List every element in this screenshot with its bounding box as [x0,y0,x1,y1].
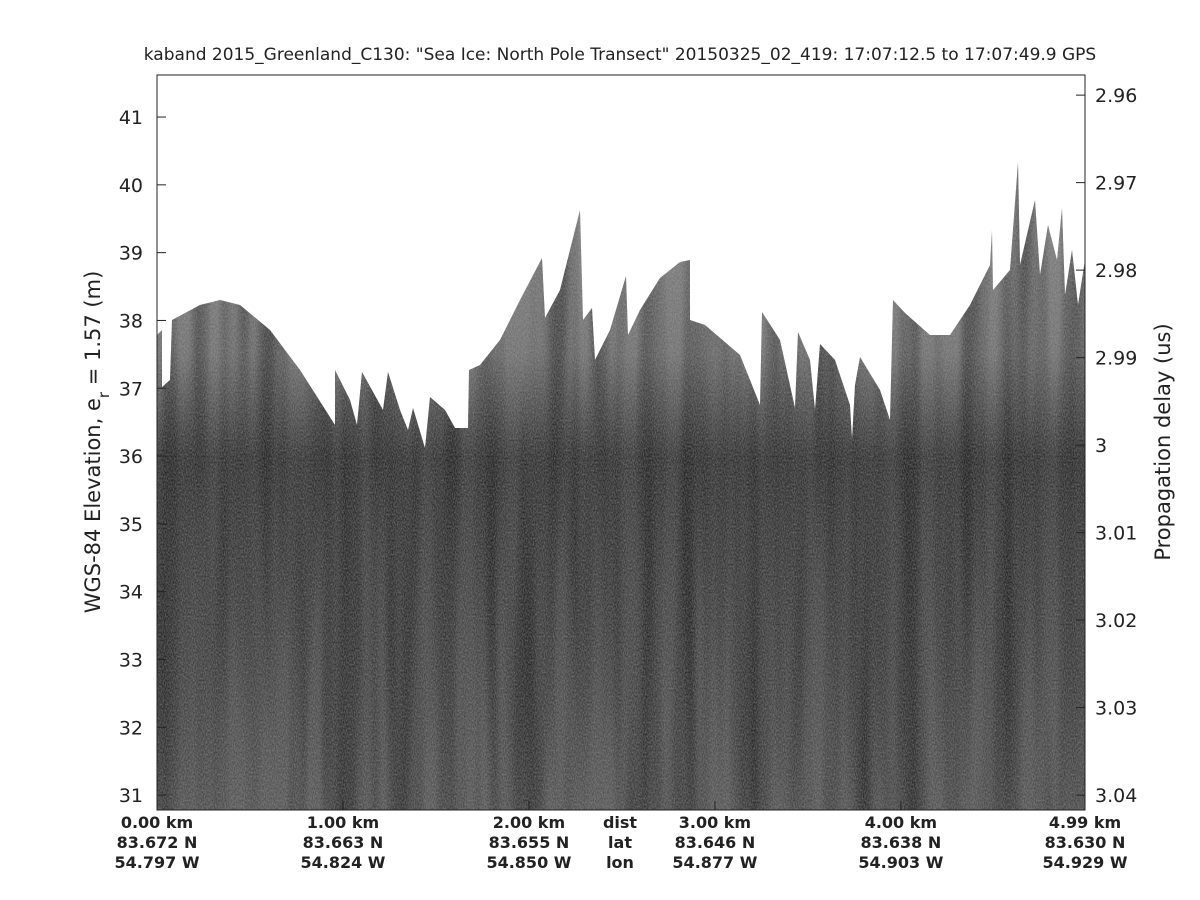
y2-tick-label: 2.96 [1095,85,1137,107]
lon-label: 54.797 W [115,853,200,872]
y-label-part: WGS-84 Elevation, e [81,398,105,613]
x-tick-label: 3.00 km [679,813,751,832]
lon-label: 54.824 W [300,853,385,872]
y-tick-label: 39 [119,243,143,265]
lat-label: 83.638 N [861,833,942,852]
axis-row-name: lat [608,833,632,852]
axis-row-name: lon [606,853,634,872]
y-tick-label: 31 [119,785,143,807]
lon-label: 54.850 W [486,853,571,872]
y-axis-label: WGS-84 Elevation, er = 1.57 (m) [81,271,113,614]
lon-label: 54.903 W [858,853,943,872]
x-tick-label: 0.00 km [121,813,193,832]
axes-frame [156,74,1086,811]
y2-tick-label: 3 [1095,435,1107,457]
y2-tick-label: 2.97 [1095,173,1137,195]
lat-label: 83.646 N [675,833,756,852]
y2-axis-label: Propagation delay (us) [1151,323,1175,560]
lat-label: 83.630 N [1045,833,1126,852]
y-tick-label: 32 [119,717,143,739]
lon-label: 54.929 W [1043,853,1128,872]
y2-tick-label: 3.04 [1095,785,1137,807]
y-tick-label: 34 [119,582,143,604]
x-tick-label: 4.99 km [1049,813,1121,832]
x-tick-label: 1.00 km [307,813,379,832]
y-tick-label: 41 [119,107,143,129]
lat-label: 83.672 N [117,833,198,852]
chart-title: kaband 2015_Greenland_C130: "Sea Ice: No… [144,45,1096,65]
y2-tick-label: 3.02 [1095,610,1137,632]
x-tick-label: 2.00 km [493,813,565,832]
y-tick-label: 33 [119,649,143,671]
x-tick-label: 4.00 km [865,813,937,832]
echogram [157,162,1085,810]
axis-row-name: dist [603,813,637,832]
lon-label: 54.877 W [672,853,757,872]
lat-label: 83.663 N [303,833,384,852]
y-tick-label: 37 [119,378,143,400]
y-tick-label: 35 [119,514,143,536]
y2-tick-label: 3.01 [1095,523,1137,545]
y-tick-label: 36 [119,446,143,468]
y-label-part: = 1.57 (m) [81,271,105,392]
lat-label: 83.655 N [489,833,570,852]
y2-tick-label: 2.98 [1095,260,1137,282]
y2-tick-label: 3.03 [1095,698,1137,720]
y-tick-label: 40 [119,175,143,197]
y-tick-label: 38 [119,310,143,332]
y-label-subscript: r [95,391,113,398]
y2-tick-label: 2.99 [1095,348,1137,370]
